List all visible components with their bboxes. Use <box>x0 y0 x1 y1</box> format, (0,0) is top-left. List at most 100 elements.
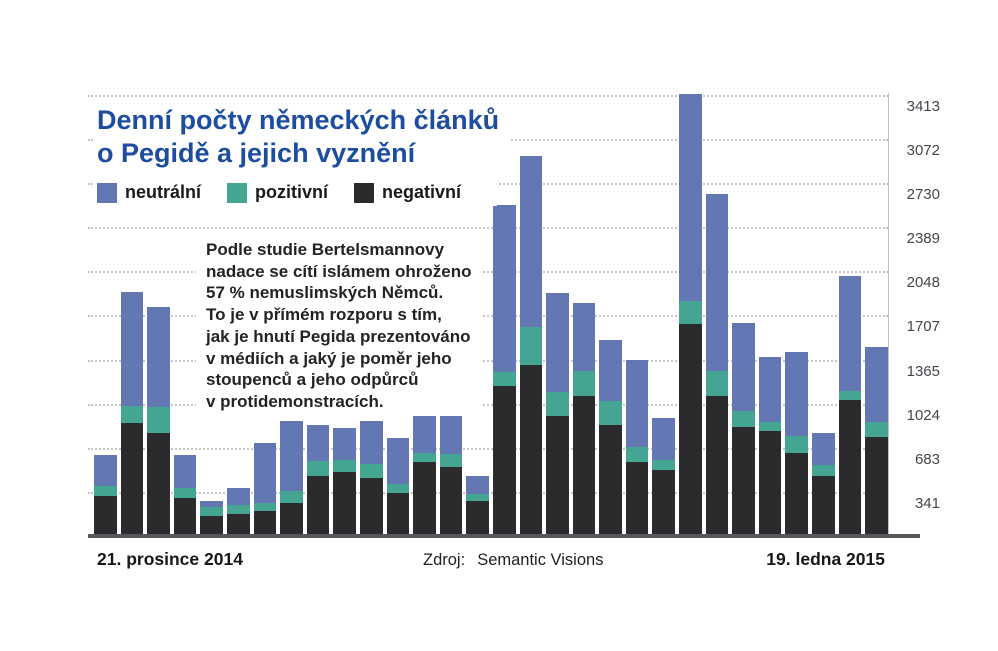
annotation-line: Podle studie Bertelsmannovy <box>206 240 445 259</box>
bar-27.12.2014 <box>253 442 277 534</box>
bar-8.1.2015 <box>572 303 596 534</box>
bar-segment-positive-31.12.2014 <box>359 463 383 478</box>
bar-segment-positive-30.12.2014 <box>333 459 356 472</box>
annotation-line: 57 % nemuslimských Němců. <box>206 283 444 303</box>
bar-segment-positive-28.12.2014 <box>280 490 303 503</box>
bar-segment-negative-18.1.2015 <box>838 400 862 534</box>
gridline-1365 <box>88 359 888 362</box>
bar-segment-neutral-4.1.2015 <box>466 475 489 495</box>
bar-3.1.2015 <box>439 415 463 534</box>
x-axis-start-date: 21. prosince 2014 <box>97 549 243 569</box>
bar-segment-negative-22.12.2014 <box>120 422 144 534</box>
bar-31.12.2014 <box>359 421 383 534</box>
bar-segment-neutral-9.1.2015 <box>599 340 622 401</box>
bar-18.1.2015 <box>838 275 862 534</box>
bar-30.12.2014 <box>333 428 356 534</box>
bar-segment-positive-14.1.2015 <box>732 410 755 427</box>
bar-2.1.2015 <box>413 395 436 534</box>
bar-segment-neutral-17.1.2015 <box>812 433 835 465</box>
chart-title: Denní počty německých článků o Pegidě a … <box>94 102 510 172</box>
source-label: Zdroj: <box>423 551 466 569</box>
bar-segment-positive-21.12.2014 <box>94 486 117 496</box>
bar-segment-neutral-10.1.2015 <box>625 360 649 448</box>
chart-title-line1: Denní počty německých článků <box>97 105 500 135</box>
bar-segment-positive-11.1.2015 <box>652 460 676 470</box>
bar-segment-neutral-11.1.2015 <box>652 417 676 461</box>
bar-1.1.2015 <box>386 438 410 534</box>
bar-segment-positive-15.1.2015 <box>758 421 782 432</box>
bar-segment-negative-25.12.2014 <box>200 515 223 534</box>
bar-24.12.2014 <box>173 455 197 534</box>
annotation-text: Podle studie Bertelsmannovy nadace se cí… <box>196 236 482 416</box>
bar-segment-positive-27.12.2014 <box>253 502 277 511</box>
bar-19.1.2015 <box>865 347 888 534</box>
bar-segment-positive-25.12.2014 <box>200 506 223 516</box>
bar-segment-positive-10.1.2015 <box>625 447 649 463</box>
bar-segment-positive-16.1.2015 <box>785 436 809 454</box>
bar-segment-neutral-16.1.2015 <box>785 351 809 437</box>
bar-26.12.2014 <box>226 488 250 534</box>
bar-segment-neutral-22.12.2014 <box>120 292 144 407</box>
bar-segment-negative-30.12.2014 <box>333 472 356 534</box>
gridline-1024 <box>88 403 888 406</box>
bar-segment-negative-5.1.2015 <box>492 386 516 534</box>
bar-segment-positive-8.1.2015 <box>572 370 596 396</box>
y-tick-1365: 1365 <box>906 362 940 380</box>
bar-segment-neutral-15.1.2015 <box>758 357 782 422</box>
bar-segment-positive-19.1.2015 <box>865 422 888 438</box>
bar-segment-negative-15.1.2015 <box>758 431 782 534</box>
bar-segment-negative-26.12.2014 <box>226 514 250 534</box>
bar-segment-neutral-5.1.2015 <box>492 205 516 372</box>
bar-segment-positive-5.1.2015 <box>492 371 516 387</box>
bar-segment-negative-2.1.2015 <box>413 462 436 534</box>
bar-7.1.2015 <box>546 293 569 534</box>
bar-segment-neutral-12.1.2015 <box>679 94 702 301</box>
annotation-line: To je v přímém rozporu s tím, <box>206 305 442 325</box>
bar-segment-neutral-23.12.2014 <box>147 306 170 408</box>
bar-segment-negative-3.1.2015 <box>439 466 463 534</box>
bar-segment-negative-7.1.2015 <box>546 415 569 534</box>
y-tick-2389: 2389 <box>906 230 940 248</box>
chart-title-line2: o Pegidě a jejich vyznění <box>97 138 416 168</box>
annotation-line: v médiích a jaký je poměr jeho <box>206 348 452 368</box>
bar-segment-positive-23.12.2014 <box>147 407 170 434</box>
bar-segment-negative-27.12.2014 <box>253 510 277 534</box>
legend: neutrální pozitivní negativní <box>94 179 498 206</box>
annotation-line: nadace se cítí islámem ohroženo <box>206 261 472 281</box>
bar-6.1.2015 <box>519 156 543 534</box>
source-credit: Zdroj: Semantic Visions <box>423 551 603 570</box>
y-tick-1024: 1024 <box>906 406 940 424</box>
bar-segment-neutral-27.12.2014 <box>253 442 277 503</box>
y-tick-3413: 3413 <box>906 98 940 115</box>
bar-segment-negative-16.1.2015 <box>785 453 809 534</box>
bar-22.12.2014 <box>120 292 144 534</box>
bar-segment-negative-31.12.2014 <box>359 477 383 534</box>
bar-segment-negative-13.1.2015 <box>705 395 729 534</box>
legend-label-neutral: neutrální <box>125 182 202 202</box>
annotation-line: jak je hnutí Pegida prezentováno <box>206 326 471 346</box>
bar-segment-neutral-6.1.2015 <box>519 156 543 327</box>
bar-12.1.2015 <box>679 94 702 534</box>
gridline-3413 <box>88 95 888 97</box>
bar-segment-negative-4.1.2015 <box>466 501 489 534</box>
x-axis-line <box>88 534 920 538</box>
y-tick-683: 683 <box>914 450 940 468</box>
source-value: Semantic Visions <box>477 551 604 569</box>
annotation-line: v protidemonstracích. <box>206 391 384 411</box>
bar-11.1.2015 <box>652 417 676 534</box>
y-tick-2730: 2730 <box>906 186 940 204</box>
bar-segment-positive-24.12.2014 <box>173 488 197 498</box>
bar-segment-neutral-31.12.2014 <box>359 421 383 464</box>
bar-segment-positive-29.12.2014 <box>306 461 330 476</box>
bar-segment-negative-6.1.2015 <box>519 364 543 534</box>
bar-segment-neutral-26.12.2014 <box>226 488 250 505</box>
bar-segment-negative-24.12.2014 <box>173 497 197 534</box>
bar-segment-neutral-28.12.2014 <box>280 420 303 491</box>
bar-segment-neutral-13.1.2015 <box>705 193 729 371</box>
bar-segment-negative-12.1.2015 <box>679 324 702 534</box>
gridline-1707 <box>88 315 888 318</box>
gridline-2389 <box>88 227 888 230</box>
bar-segment-neutral-1.1.2015 <box>386 438 410 484</box>
bar-segment-negative-10.1.2015 <box>625 462 649 534</box>
bar-9.1.2015 <box>599 340 622 534</box>
